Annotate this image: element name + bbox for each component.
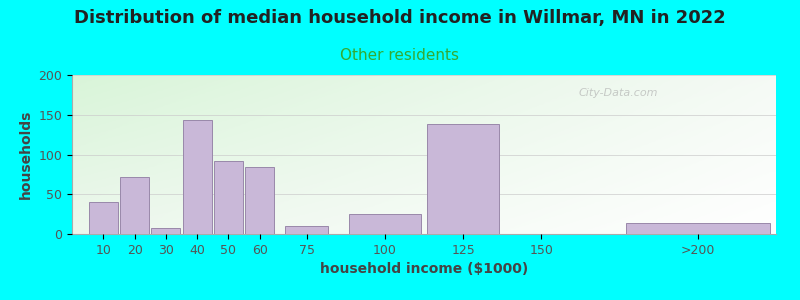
Bar [182,119,211,234]
Bar [214,161,243,234]
Text: Distribution of median household income in Willmar, MN in 2022: Distribution of median household income … [74,9,726,27]
Bar [349,214,421,234]
Y-axis label: households: households [19,110,33,199]
X-axis label: household income ($1000): household income ($1000) [320,262,528,276]
Text: Other residents: Other residents [341,48,459,63]
Bar [89,202,118,234]
Bar [626,223,770,234]
Text: City-Data.com: City-Data.com [579,88,658,98]
Bar [120,177,149,234]
Bar [151,228,180,234]
Bar [246,167,274,234]
Bar [285,226,328,234]
Bar [427,124,499,234]
